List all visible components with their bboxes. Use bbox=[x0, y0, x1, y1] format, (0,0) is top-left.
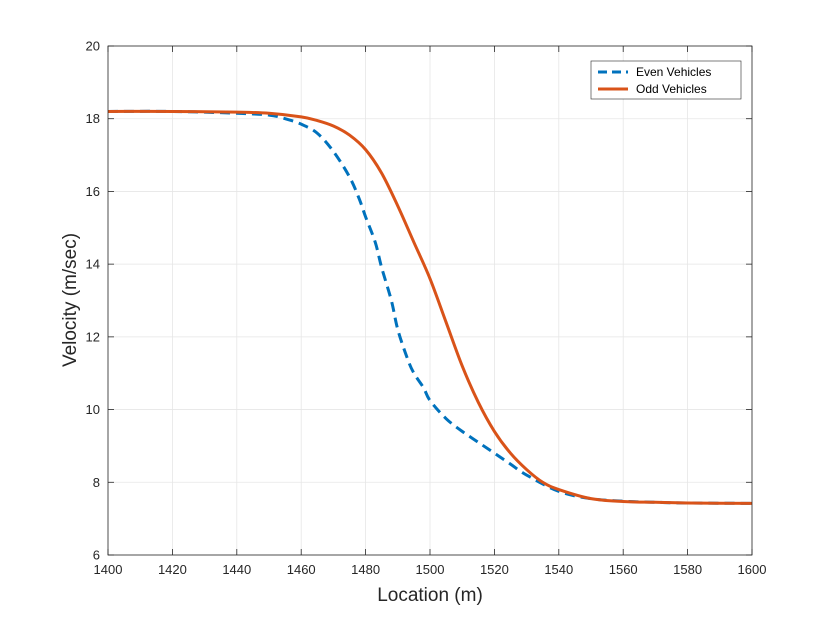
x-axis-label: Location (m) bbox=[377, 585, 483, 606]
x-tick-label: 1560 bbox=[609, 562, 638, 577]
x-tick-label: 1400 bbox=[94, 562, 123, 577]
series-line-odd-vehicles bbox=[107, 109, 753, 505]
tick-marks bbox=[107, 45, 753, 556]
y-tick-label: 14 bbox=[86, 257, 100, 272]
series-layer bbox=[107, 109, 753, 505]
x-tick-label: 1460 bbox=[287, 562, 316, 577]
x-tick-labels: 1400 1420 1440 1460 1480 1500 1520 1540 1560 1580… bbox=[94, 562, 767, 577]
x-tick-label: 1500 bbox=[416, 562, 445, 577]
x-tick-label: 1580 bbox=[673, 562, 702, 577]
y-tick-label: 16 bbox=[86, 184, 100, 199]
x-tick-label: 1420 bbox=[158, 562, 187, 577]
y-tick-label: 8 bbox=[93, 475, 100, 490]
legend-label-even-vehicles: Even Vehicles bbox=[636, 65, 711, 79]
y-axis-label: Velocity (m/sec) bbox=[60, 233, 81, 367]
y-tick-label: 20 bbox=[86, 39, 100, 54]
x-tick-label: 1540 bbox=[544, 562, 573, 577]
legend-box bbox=[590, 60, 742, 100]
y-tick-label: 10 bbox=[86, 402, 100, 417]
series-line-even-vehicles bbox=[107, 109, 753, 505]
x-tick-label: 1440 bbox=[222, 562, 251, 577]
y-tick-label: 12 bbox=[86, 329, 100, 344]
x-tick-label: 1520 bbox=[480, 562, 509, 577]
y-tick-label: 18 bbox=[86, 111, 100, 126]
y-tick-labels: 6 8 10 12 14 16 18 20 bbox=[86, 39, 100, 563]
x-tick-label: 1480 bbox=[351, 562, 380, 577]
legend: Even Vehicles Odd Vehicles bbox=[590, 60, 742, 100]
x-tick-label: 1600 bbox=[738, 562, 767, 577]
legend-label-odd-vehicles: Odd Vehicles bbox=[636, 82, 707, 96]
y-tick-label: 6 bbox=[93, 548, 100, 563]
